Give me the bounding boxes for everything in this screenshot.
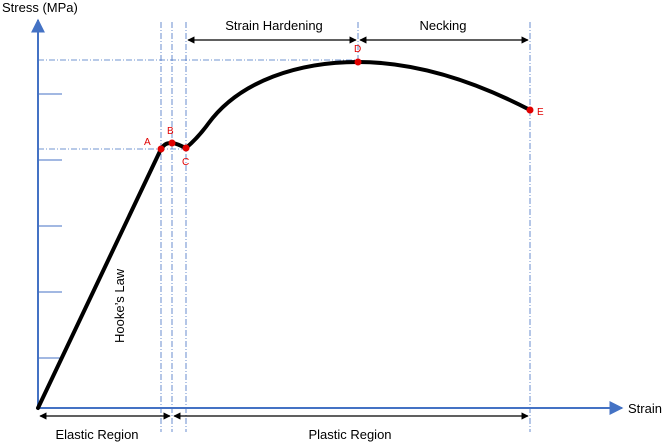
curve-points [157,58,534,153]
point-e-marker [526,106,534,114]
vertical-guides [160,22,531,432]
point-labels: A B C D E [144,44,544,168]
point-d-label: D [354,44,361,55]
stress-strain-curve [36,60,532,410]
strain-hardening-label: Strain Hardening [225,18,323,33]
axes [31,18,624,415]
point-c-label: C [182,157,189,168]
point-b-label: B [167,126,174,137]
elastic-region-label: Elastic Region [55,427,138,442]
plastic-region-label: Plastic Region [308,427,391,442]
hookes-law-label: Hooke’s Law [112,268,127,343]
point-c-marker [182,144,190,152]
point-e-label: E [537,107,544,118]
point-d-marker [354,58,362,66]
x-axis-label: Strain [628,401,662,416]
point-b-marker [168,139,176,147]
necking-label: Necking [420,18,467,33]
point-a-label: A [144,137,151,148]
y-axis-label: Stress (MPa) [2,0,78,15]
point-a-marker [157,145,165,153]
y-axis-ticks [38,93,62,359]
